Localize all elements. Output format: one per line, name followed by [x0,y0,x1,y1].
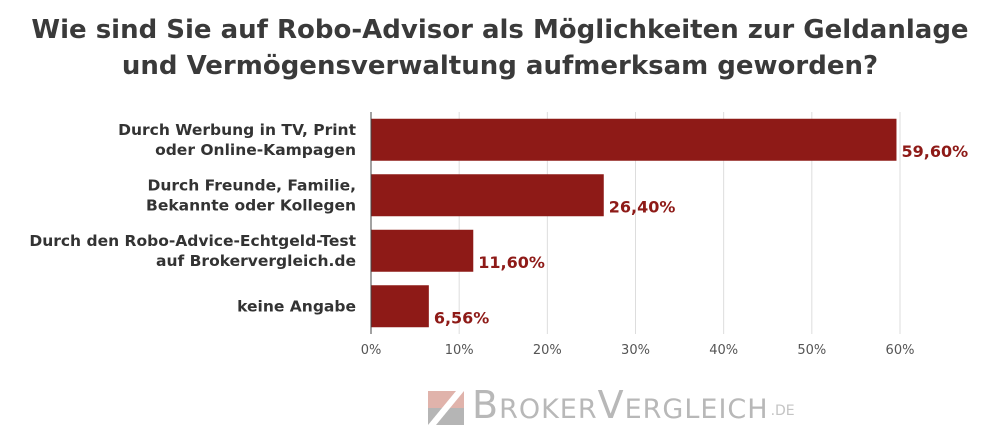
bar [371,229,474,272]
data-label: 59,60% [901,142,968,161]
title-line-2: und Vermögensverwaltung aufmerksam gewor… [121,51,879,81]
x-tick-label: 60% [886,343,915,358]
title-line-1: Wie sind Sie auf Robo-Advisor als Möglic… [31,15,969,45]
x-tick-label: 20% [533,343,562,358]
category-label: Bekannte oder Kollegen [146,196,356,214]
bar [371,285,429,328]
category-label: Durch den Robo-Advice-Echtgeld-Test [29,232,356,250]
logo-suffix: .de [770,403,795,419]
x-tick-label: 10% [445,343,474,358]
category-label: Durch Freunde, Familie, [147,176,356,194]
data-label: 6,56% [434,308,490,327]
bar [371,118,897,161]
x-tick-label: 30% [621,343,650,358]
brokervergleich-logo: BrokerVergleich .de [428,385,795,425]
category-label: oder Online-Kampagen [155,141,356,159]
logo-text: BrokerVergleich [472,383,769,427]
data-label: 26,40% [609,197,676,216]
x-tick-label: 50% [797,343,826,358]
x-tick-label: 40% [709,343,738,358]
category-label: Durch Werbung in TV, Print [118,121,356,139]
category-label: auf Brokervergleich.de [156,252,356,270]
category-label: keine Angabe [237,297,356,315]
logo-icon [428,391,464,425]
x-tick-label: 0% [361,343,382,358]
chart-title: Wie sind Sie auf Robo-Advisor als Möglic… [0,12,1000,84]
data-label: 11,60% [478,253,545,272]
bar [371,174,604,217]
